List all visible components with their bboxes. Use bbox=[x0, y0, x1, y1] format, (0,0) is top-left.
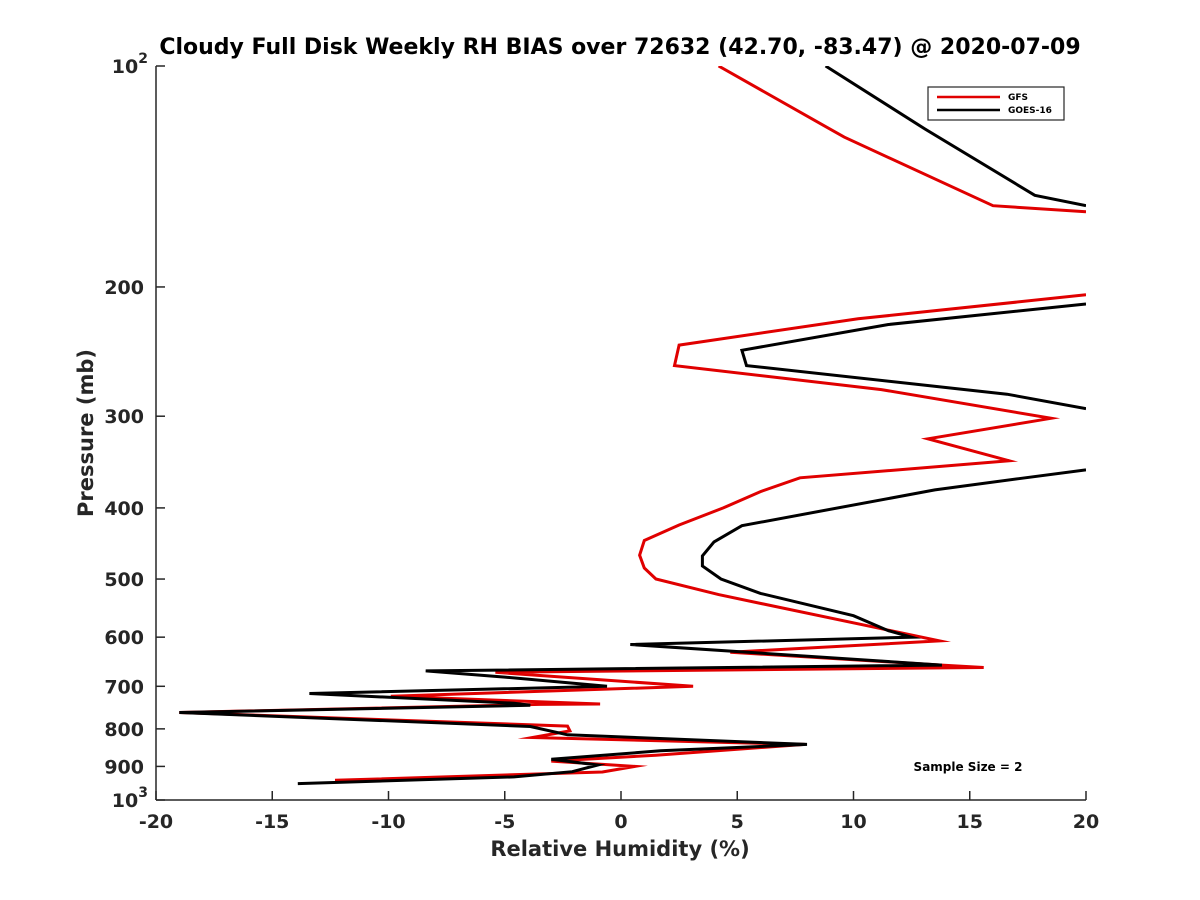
plot-area bbox=[155, 66, 1086, 801]
x-tick-label: -20 bbox=[139, 811, 173, 833]
y-tick-label: 200 bbox=[104, 277, 144, 299]
legend-entry: GFS bbox=[1008, 93, 1028, 103]
y-tick-label: 900 bbox=[104, 756, 144, 778]
y-tick-label: 103 bbox=[112, 785, 148, 812]
x-tick-label: 5 bbox=[731, 811, 744, 833]
series-line-goes-16 bbox=[179, 66, 1086, 786]
x-tick-label: 0 bbox=[614, 811, 627, 833]
x-tick-label: 10 bbox=[840, 811, 866, 833]
y-axis-label: Pressure (mb) bbox=[74, 349, 98, 517]
y-tick-label: 800 bbox=[104, 719, 144, 741]
x-tick-label: -10 bbox=[371, 811, 405, 833]
y-tick-label: 600 bbox=[104, 627, 144, 649]
y-axis: 102 200 300 400 500 600 700 800 900 103 bbox=[104, 51, 165, 812]
series-line-gfs bbox=[179, 66, 1086, 782]
x-axis-label: Relative Humidity (%) bbox=[490, 837, 749, 861]
x-tick-label: -5 bbox=[494, 811, 515, 833]
y-tick-label: 500 bbox=[104, 569, 144, 591]
x-tick-label: -15 bbox=[255, 811, 289, 833]
x-tick-label: 15 bbox=[957, 811, 983, 833]
y-tick-label: 102 bbox=[112, 51, 148, 78]
x-axis: -20 -15 -10 -5 0 5 10 15 20 bbox=[139, 791, 1099, 833]
legend-box bbox=[927, 86, 1065, 121]
chart-title: Cloudy Full Disk Weekly RH BIAS over 726… bbox=[159, 35, 1080, 60]
legend: GFS GOES-16 bbox=[927, 86, 1065, 121]
legend-entry: GOES-16 bbox=[1008, 106, 1052, 116]
y-tick-label: 700 bbox=[104, 676, 144, 698]
sample-size-annotation: Sample Size = 2 bbox=[914, 760, 1023, 774]
y-tick-label: 400 bbox=[104, 498, 144, 520]
y-tick-label: 300 bbox=[104, 406, 144, 428]
x-tick-label: 20 bbox=[1073, 811, 1099, 833]
